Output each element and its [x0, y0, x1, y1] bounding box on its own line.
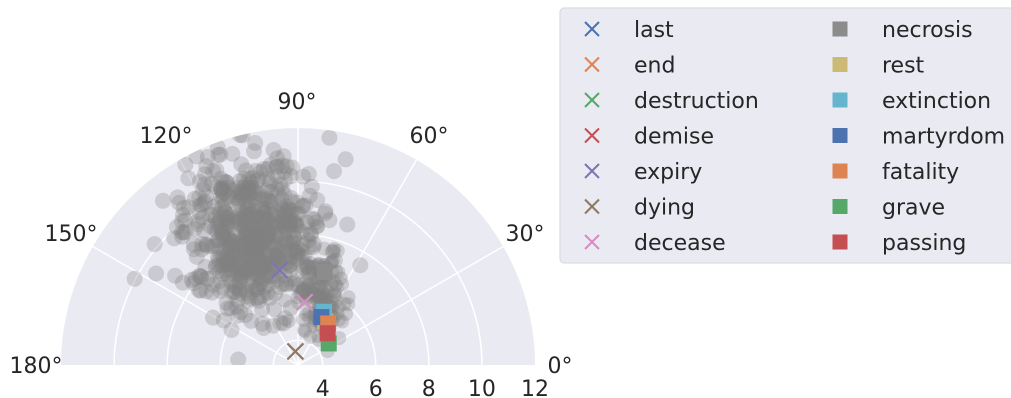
theta-tick-label: 120° — [140, 124, 193, 149]
legend-label-necrosis: necrosis — [882, 18, 973, 43]
legend-marker-fatality — [832, 163, 848, 179]
r-tick-label: 10 — [468, 377, 496, 398]
r-tick-label: 12 — [521, 377, 549, 398]
legend-label-grave: grave — [882, 196, 945, 221]
legend-label-decease: decease — [634, 231, 726, 256]
legend-label-fatality: fatality — [882, 160, 959, 185]
legend-marker-last — [584, 21, 600, 37]
r-tick-label: 8 — [422, 377, 436, 398]
point-passing — [319, 325, 336, 342]
polar-grid — [92, 128, 504, 366]
theta-tick-label: 150° — [45, 222, 98, 247]
legend-marker-rest — [832, 57, 848, 72]
legend-label-rest: rest — [882, 54, 925, 79]
r-tick-label: 6 — [369, 377, 383, 398]
legend-marker-extinction — [832, 92, 848, 108]
legend-marker-decease — [584, 234, 600, 250]
theta-tick-label: 0° — [548, 354, 573, 379]
legend-marker-destruction — [584, 92, 600, 108]
point-expiry — [270, 261, 289, 279]
legend-marker-necrosis — [832, 21, 848, 37]
legend-marker-martyrdom — [832, 128, 848, 143]
legend-label-dying: dying — [634, 196, 695, 221]
legend-marker-expiry — [584, 163, 600, 179]
legend-label-expiry: expiry — [634, 160, 702, 185]
legend-label-martyrdom: martyrdom — [882, 125, 1005, 150]
point-dying — [286, 342, 305, 361]
legend-label-demise: demise — [634, 125, 714, 150]
theta-tick-label: 30° — [506, 222, 545, 247]
legend-label-destruction: destruction — [634, 89, 759, 114]
legend: last end destruction demise expiry dying decea… — [559, 7, 1011, 264]
legend-marker-passing — [832, 234, 848, 250]
r-tick-label: 4 — [316, 377, 330, 398]
legend-label-end: end — [634, 54, 675, 79]
legend-label-last: last — [634, 18, 674, 43]
theta-tick-label: 60° — [410, 124, 449, 149]
legend-marker-demise — [584, 127, 600, 144]
theta-tick-label: 90° — [278, 90, 317, 115]
point-necrosis — [316, 263, 333, 280]
legend-marker-grave — [832, 199, 848, 214]
legend-marker-dying — [584, 198, 600, 215]
theta-tick-label: 180° — [10, 354, 63, 379]
legend-marker-end — [584, 56, 600, 73]
legend-label-extinction: extinction — [882, 89, 991, 114]
point-decease — [295, 293, 314, 311]
legend-label-passing: passing — [882, 231, 966, 256]
